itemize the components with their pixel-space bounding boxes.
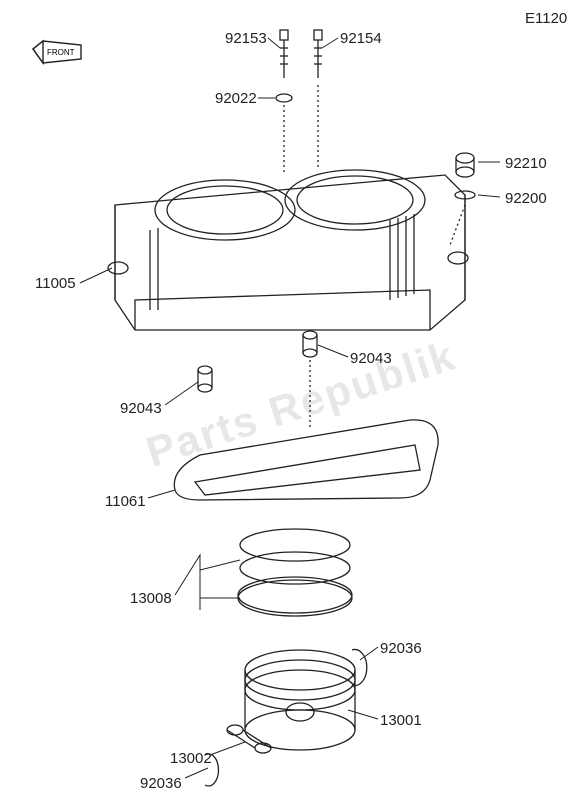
leader-92154 xyxy=(322,38,338,48)
part-ref-13008: 13008 xyxy=(130,590,172,607)
part-ref-92043-right: 92043 xyxy=(350,350,392,367)
leader-11005 xyxy=(80,268,112,283)
leader-92153 xyxy=(268,38,280,48)
part-ref-92210: 92210 xyxy=(505,155,547,172)
leader-11061 xyxy=(148,490,175,498)
part-ref-13002: 13002 xyxy=(170,750,212,767)
leader-92036-right xyxy=(360,647,378,660)
part-ref-13001: 13001 xyxy=(380,712,422,729)
part-ref-92036-right: 92036 xyxy=(380,640,422,657)
leader-13008-mid xyxy=(200,560,240,570)
part-ref-92022: 92022 xyxy=(215,90,257,107)
part-ref-92153: 92153 xyxy=(225,30,267,47)
leader-92043-left xyxy=(165,382,198,405)
leader-92043-right xyxy=(318,345,348,357)
part-ref-11061: 11061 xyxy=(105,493,146,510)
part-ref-92043-left: 92043 xyxy=(120,400,162,417)
leader-13001 xyxy=(348,710,378,719)
leader-92200 xyxy=(478,195,500,197)
part-ref-11005: 11005 xyxy=(35,275,76,292)
exploded-parts-diagram: E1120 FRONT Parts Republik xyxy=(0,0,579,800)
leader-92036-left xyxy=(185,768,208,778)
leader-lines-layer xyxy=(0,0,579,800)
part-ref-92200: 92200 xyxy=(505,190,547,207)
leader-13002 xyxy=(210,742,245,755)
part-ref-92154: 92154 xyxy=(340,30,382,47)
leader-13008-top xyxy=(175,555,200,610)
part-ref-92036-left: 92036 xyxy=(140,775,182,792)
